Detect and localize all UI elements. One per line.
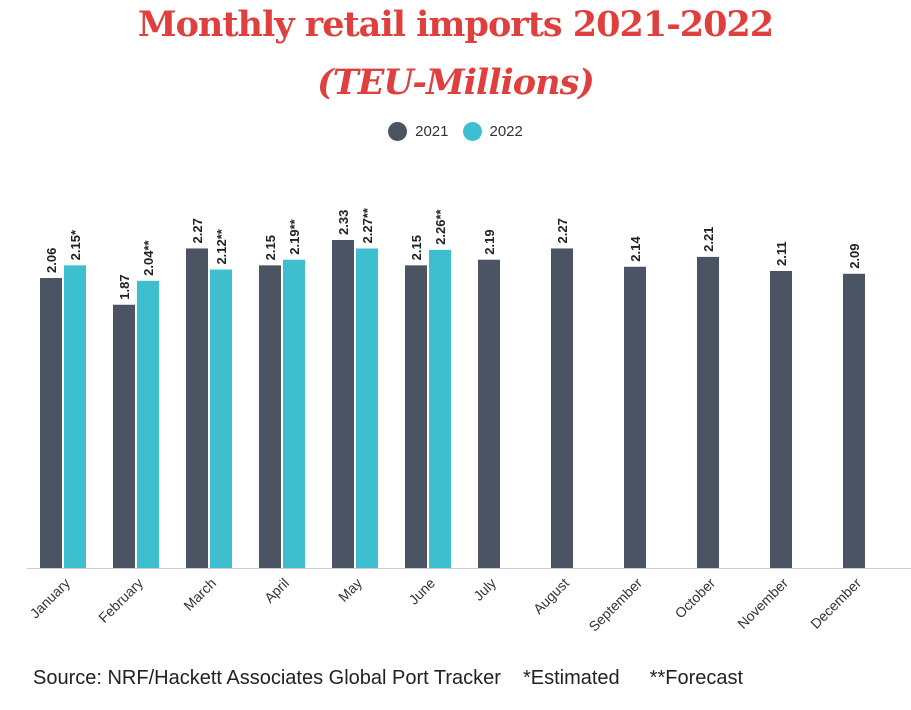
- data-label-2022-june: 2.26**: [433, 208, 448, 244]
- bar-2021-july: [478, 259, 500, 568]
- data-label-2021-october: 2.21: [701, 227, 716, 252]
- data-label-2022-january: 2.15*: [68, 229, 83, 260]
- estimated-note: *Estimated: [522, 667, 620, 689]
- data-label-2022-february: 2.04**: [141, 239, 156, 275]
- chart-title: Monthly retail imports 2021-2022: [137, 4, 774, 45]
- x-tick-label-july: July: [470, 575, 499, 604]
- bar-2022-february: [137, 280, 159, 568]
- x-tick-label-february: February: [95, 575, 146, 626]
- bar-2021-may: [332, 240, 354, 568]
- bar-2022-january: [64, 265, 86, 568]
- data-label-2022-march: 2.12**: [214, 228, 229, 264]
- data-label-2021-august: 2.27: [555, 218, 570, 243]
- x-tick-label-september: September: [585, 575, 645, 635]
- bar-2021-january: [40, 278, 62, 568]
- x-tick-label-august: August: [530, 575, 572, 617]
- data-label-2022-may: 2.27**: [360, 207, 375, 243]
- data-label-2021-december: 2.09: [847, 243, 862, 268]
- source-note: Source: NRF/Hackett Associates Global Po…: [33, 667, 501, 689]
- data-label-2021-february: 1.87: [117, 274, 132, 299]
- x-tick-label-december: December: [807, 575, 864, 632]
- legend-dot-icon-2022: [462, 122, 482, 141]
- chart-subtitle: (TEU-Millions): [317, 62, 595, 103]
- x-tick-label-may: May: [335, 575, 365, 605]
- x-tick-label-january: January: [27, 575, 74, 622]
- data-label-2021-june: 2.15: [409, 235, 424, 260]
- x-tick-label-april: April: [261, 575, 292, 606]
- data-label-2021-january: 2.06: [44, 248, 59, 273]
- bar-2021-december: [843, 273, 865, 568]
- x-tick-label-march: March: [180, 575, 219, 614]
- bar-2021-august: [551, 248, 573, 568]
- x-tick-label-november: November: [734, 575, 791, 632]
- bar-2021-september: [624, 266, 646, 568]
- bar-2022-may: [356, 248, 378, 568]
- bar-2021-february: [113, 304, 135, 568]
- legend-item-2021: 2021: [388, 122, 449, 141]
- legend-item-2022: 2022: [462, 122, 523, 141]
- forecast-note: **Forecast: [649, 667, 744, 689]
- legend-label-2021: 2021: [415, 123, 449, 140]
- bar-2021-april: [259, 265, 281, 568]
- bar-2021-november: [770, 270, 792, 568]
- data-label-2021-march: 2.27: [190, 218, 205, 243]
- x-tick-label-october: October: [672, 575, 719, 622]
- legend-label-2022: 2022: [489, 123, 523, 140]
- bar-2022-june: [429, 249, 451, 569]
- bar-2022-march: [210, 269, 232, 568]
- data-label-2021-may: 2.33: [336, 210, 351, 235]
- data-label-2021-november: 2.11: [774, 241, 789, 266]
- x-tick-label-june: June: [405, 575, 438, 608]
- bar-chart: 2.06 2.15* January 1.87 2.04** February 2.27 2.…: [27, 207, 911, 635]
- data-label-2022-april: 2.19**: [287, 218, 302, 254]
- bar-2022-april: [283, 259, 305, 568]
- legend: 2021 2022: [0, 122, 911, 141]
- legend-dot-icon-2021: [388, 122, 408, 141]
- bar-2021-june: [405, 265, 427, 568]
- bar-2021-october: [697, 256, 719, 568]
- bar-2021-march: [186, 248, 208, 568]
- footer: Source: NRF/Hackett Associates Global Po…: [33, 667, 743, 690]
- data-label-2021-april: 2.15: [263, 235, 278, 260]
- data-label-2021-july: 2.19: [482, 229, 497, 254]
- data-label-2021-september: 2.14: [628, 236, 643, 262]
